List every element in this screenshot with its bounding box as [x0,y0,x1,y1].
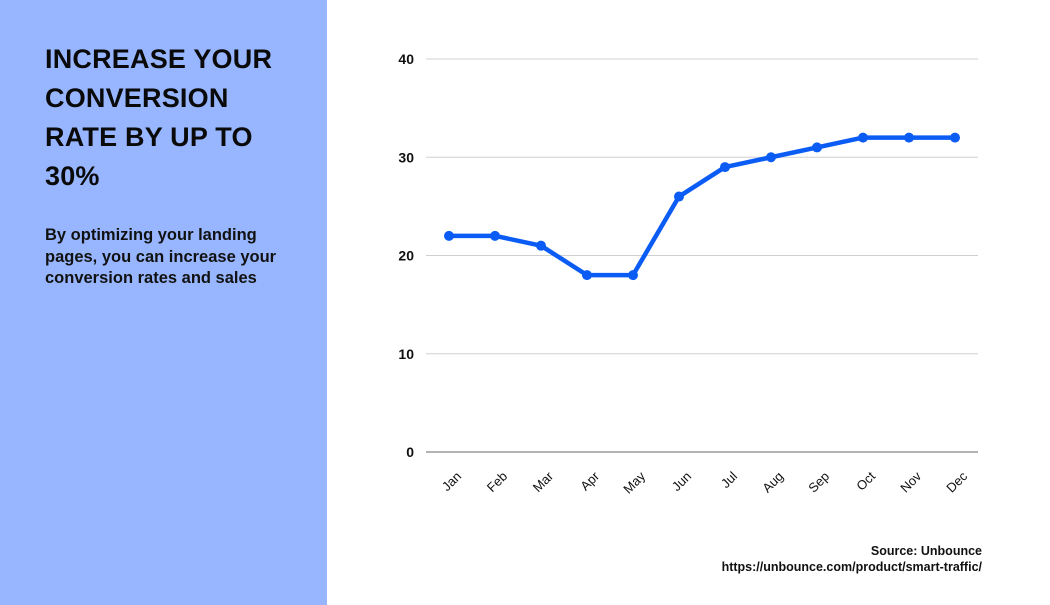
x-axis-ticks: Jan Feb Mar Apr May Jun Jul Aug Sep Oct Nov Dec [439,468,971,496]
source-url[interactable]: https://unbounce.com/product/smart-traff… [721,560,982,574]
data-point [490,230,500,241]
data-point [628,270,638,281]
source-note: Source: Unbounce https://unbounce.com/pr… [722,543,982,575]
data-point [858,132,868,143]
x-tick-label: Jul [718,469,740,491]
data-point [766,152,776,163]
x-tick-label: Aug [759,469,786,496]
y-tick-label: 20 [398,248,414,264]
headline: INCREASE YOUR CONVERSION RATE BY UP TO 3… [45,44,273,191]
x-tick-label: May [620,468,648,496]
y-tick-label: 30 [398,149,414,165]
x-tick-label: Dec [943,468,970,495]
x-tick-label: Mar [530,468,557,495]
x-tick-label: Apr [577,468,602,493]
x-tick-label: Nov [897,468,924,495]
x-tick-label: Oct [853,468,878,493]
data-point [904,132,914,143]
data-point-markers [444,132,960,281]
data-point [674,191,684,202]
data-point [444,230,454,241]
data-point [536,240,546,251]
x-tick-label: Sep [805,469,832,496]
x-tick-label: Feb [484,469,510,495]
data-point [812,142,822,153]
x-tick-label: Jan [439,469,464,494]
gridlines [426,58,978,453]
series-line [446,135,958,278]
y-tick-label: 0 [406,444,414,460]
source-label: Source: Unbounce [870,544,982,558]
left-panel: INCREASE YOUR CONVERSION RATE BY UP TO 3… [0,0,327,605]
y-tick-label: 40 [398,51,414,67]
y-axis-ticks: 0 10 20 30 40 [398,51,414,460]
data-point [720,162,730,173]
y-tick-label: 10 [398,346,414,362]
subtext: By optimizing your landing pages, you ca… [45,226,277,287]
x-tick-label: Jun [669,469,694,494]
data-point [950,132,960,143]
data-point [582,270,592,281]
